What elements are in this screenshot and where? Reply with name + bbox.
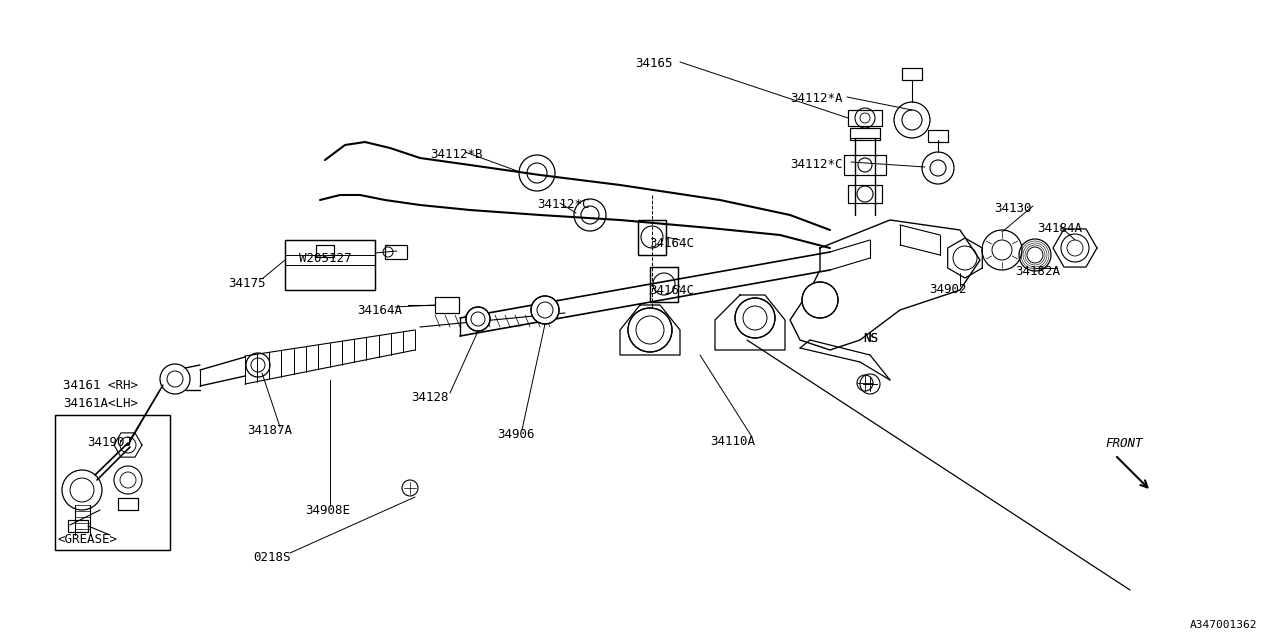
Circle shape: [531, 296, 559, 324]
Text: 34112*A: 34112*A: [790, 92, 842, 105]
Text: NS: NS: [863, 332, 878, 345]
Bar: [316, 245, 334, 257]
Bar: [849, 110, 882, 126]
Text: 34130: 34130: [995, 202, 1032, 215]
Text: 34902: 34902: [929, 283, 966, 296]
Bar: [285, 240, 375, 290]
Text: A347001362: A347001362: [1190, 620, 1257, 630]
Bar: [285, 240, 375, 290]
Text: <GREASE>: <GREASE>: [58, 533, 116, 546]
Text: 34190J: 34190J: [87, 436, 132, 449]
Bar: [844, 155, 886, 175]
Bar: [928, 130, 948, 142]
Text: 34184A: 34184A: [1037, 222, 1082, 235]
Bar: [118, 498, 138, 510]
Text: 34164C: 34164C: [649, 237, 694, 250]
Bar: [435, 297, 460, 313]
Circle shape: [628, 308, 672, 352]
Text: 34187A: 34187A: [247, 424, 292, 437]
Text: 34161A<LH>: 34161A<LH>: [63, 397, 138, 410]
Bar: [650, 267, 678, 302]
Bar: [68, 520, 88, 532]
Bar: [435, 297, 460, 313]
Bar: [316, 245, 334, 257]
Bar: [118, 498, 138, 510]
Circle shape: [466, 307, 490, 331]
Bar: [928, 130, 948, 142]
Text: 34161 <RH>: 34161 <RH>: [63, 379, 138, 392]
Bar: [385, 245, 407, 259]
Bar: [902, 68, 922, 80]
Bar: [385, 245, 407, 259]
Bar: [68, 520, 88, 532]
Bar: [902, 68, 922, 80]
Bar: [849, 185, 882, 203]
Circle shape: [803, 282, 838, 318]
Text: 34112*C: 34112*C: [538, 198, 590, 211]
Bar: [650, 267, 678, 302]
Bar: [55, 415, 170, 550]
Text: 34165: 34165: [635, 57, 672, 70]
Bar: [844, 155, 886, 175]
Text: 34908E: 34908E: [305, 504, 349, 517]
Text: FRONT: FRONT: [1105, 437, 1143, 450]
Bar: [637, 220, 666, 255]
Bar: [849, 110, 882, 126]
Circle shape: [735, 298, 774, 338]
Text: 34112*C: 34112*C: [790, 158, 842, 171]
Text: 0218S: 0218S: [253, 551, 291, 564]
Bar: [850, 128, 881, 140]
Text: 34164A: 34164A: [357, 304, 402, 317]
Bar: [850, 128, 881, 140]
Text: 34112*B: 34112*B: [430, 148, 483, 161]
Bar: [55, 415, 170, 550]
Text: 34182A: 34182A: [1015, 265, 1060, 278]
Bar: [637, 220, 666, 255]
Text: 34175: 34175: [228, 277, 265, 290]
Text: 34110A: 34110A: [710, 435, 755, 448]
Text: NS: NS: [863, 332, 878, 345]
Text: 34164C: 34164C: [649, 284, 694, 297]
Text: 34906: 34906: [497, 428, 535, 441]
Bar: [849, 185, 882, 203]
Text: W205127: W205127: [300, 252, 352, 265]
Text: 34128: 34128: [411, 391, 448, 404]
